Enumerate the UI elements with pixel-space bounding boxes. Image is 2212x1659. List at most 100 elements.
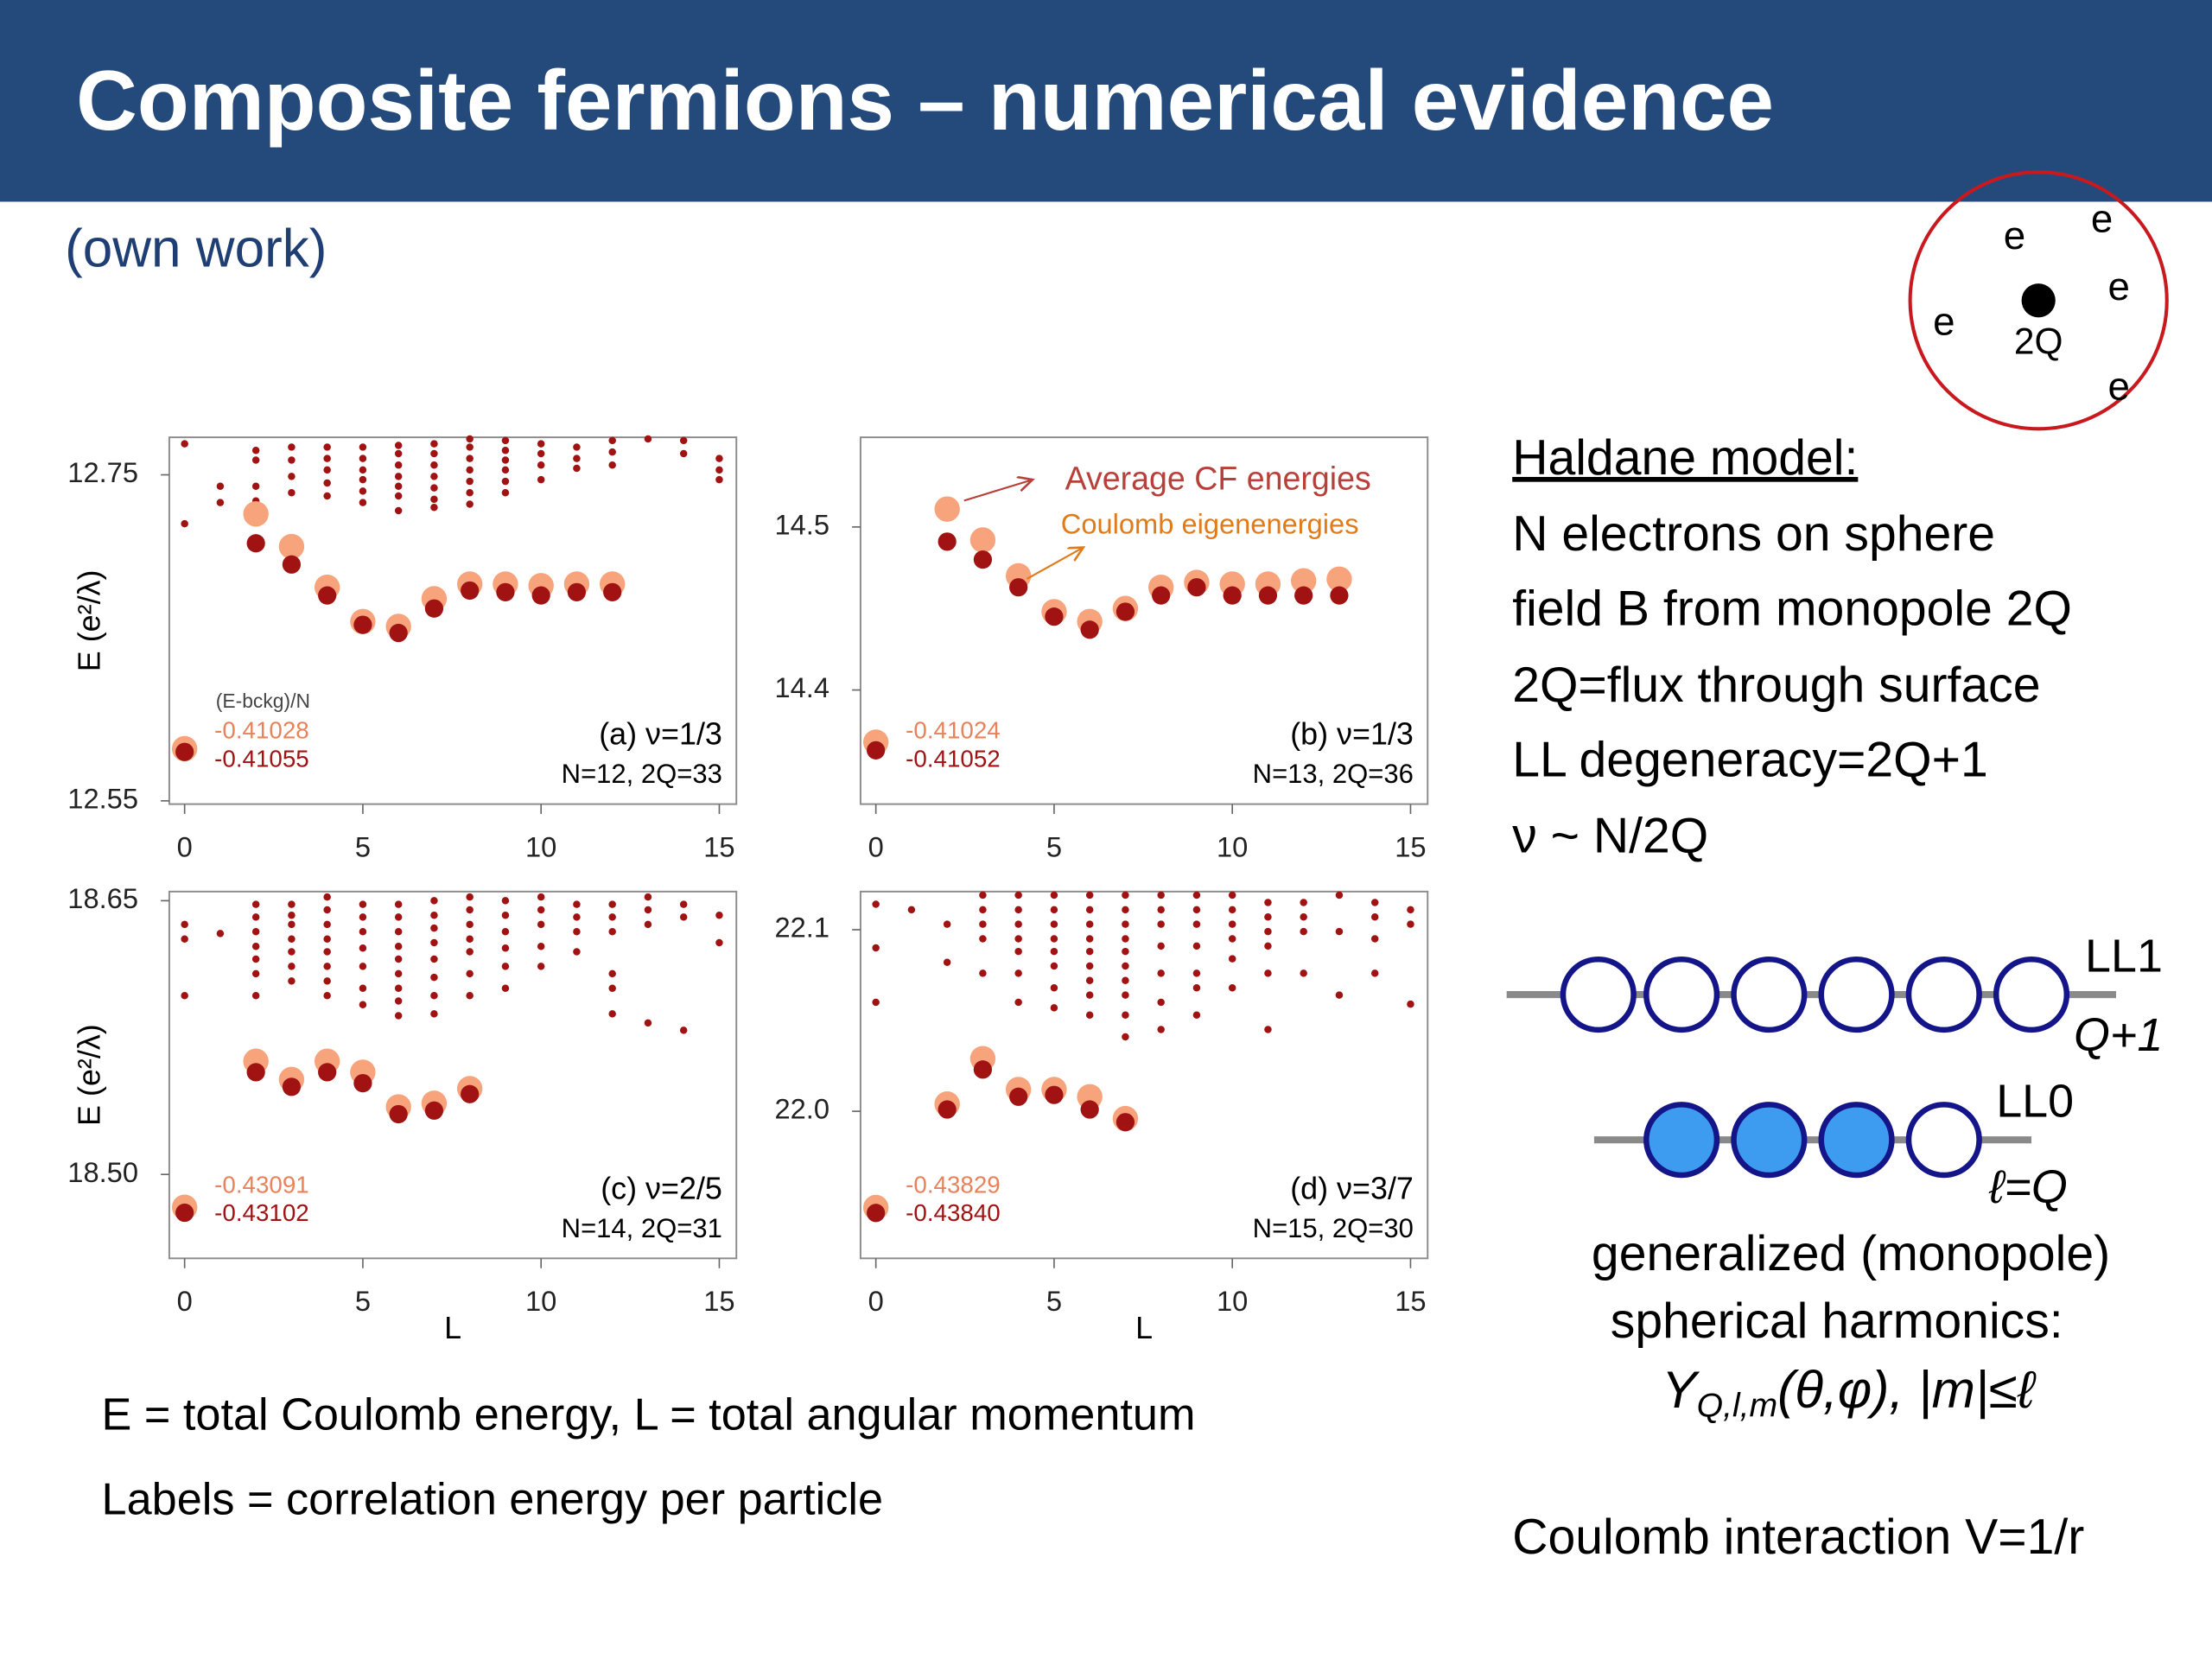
- data-point: [1122, 1011, 1129, 1019]
- subtitle: (own work): [65, 219, 327, 279]
- data-point: [282, 1077, 302, 1096]
- data-point: [1085, 991, 1094, 999]
- data-point: [389, 1104, 408, 1124]
- data-point: [430, 484, 438, 492]
- data-point: [608, 461, 616, 469]
- data-point: [979, 920, 987, 928]
- filled-orbital: [1731, 1102, 1808, 1179]
- data-point: [282, 555, 302, 574]
- data-point: [573, 900, 581, 908]
- data-point: [715, 475, 723, 484]
- data-point: [1228, 935, 1236, 943]
- data-point: [1290, 568, 1317, 594]
- data-point: [466, 477, 474, 486]
- data-point: [1122, 906, 1129, 914]
- data-point: [1157, 969, 1165, 977]
- x-tick-label: 15: [703, 830, 734, 862]
- data-point: [1335, 991, 1344, 999]
- panel-params: N=13, 2Q=36: [1253, 759, 1414, 789]
- data-point: [501, 446, 510, 454]
- data-point: [288, 489, 296, 497]
- orbital: [1731, 956, 1808, 1033]
- level-label: LL1: [2085, 930, 2163, 982]
- data-point: [608, 984, 616, 993]
- formula-symbol: Y: [1662, 1360, 1700, 1419]
- data-point: [430, 449, 438, 458]
- ll0-orbitals: [1643, 1102, 1982, 1179]
- data-point: [466, 435, 474, 443]
- data-point: [251, 446, 260, 454]
- data-point: [1192, 891, 1201, 899]
- y-tick-label: 12.75: [67, 456, 138, 488]
- data-point: [1264, 913, 1272, 921]
- data-point: [1228, 891, 1236, 899]
- data-point: [1157, 920, 1165, 928]
- data-point: [1050, 891, 1058, 899]
- data-point: [430, 955, 438, 963]
- data-point: [323, 920, 331, 929]
- data-point: [466, 893, 474, 901]
- data-point: [288, 963, 296, 970]
- level-count: ℓ=Q: [1988, 1161, 2068, 1213]
- haldane-line: field B from monopole 2Q: [1512, 582, 2072, 637]
- data-point: [394, 473, 403, 480]
- y-tick-label: 14.5: [774, 509, 830, 541]
- data-point: [573, 443, 581, 451]
- data-point: [1192, 969, 1201, 977]
- data-point: [359, 963, 367, 970]
- data-point: [537, 461, 545, 469]
- y-tick-label: 14.4: [774, 671, 830, 703]
- orbital: [1818, 956, 1895, 1033]
- data-point: [644, 1019, 652, 1027]
- data-point: [1300, 899, 1307, 906]
- data-point: [424, 599, 444, 618]
- data-point: [466, 489, 474, 497]
- data-point: [466, 920, 474, 929]
- data-point: [943, 920, 951, 928]
- data-point: [1085, 920, 1094, 928]
- x-tick-label: 5: [355, 830, 371, 862]
- data-point: [466, 991, 474, 1000]
- data-point: [608, 448, 616, 456]
- data-point: [1122, 991, 1129, 999]
- data-point: [394, 969, 403, 978]
- data-point: [1157, 1026, 1165, 1033]
- panel-params: N=14, 2Q=31: [562, 1213, 722, 1243]
- electron-label: e: [2004, 213, 2025, 257]
- data-point: [1085, 1011, 1094, 1019]
- haldane-line: N electrons on sphere: [1512, 506, 1995, 562]
- data-point: [1264, 927, 1272, 936]
- data-point: [1014, 920, 1022, 928]
- data-point: [537, 893, 545, 901]
- data-point: [323, 935, 331, 943]
- data-point: [323, 906, 331, 914]
- data-point: [323, 893, 331, 901]
- data-point: [323, 977, 331, 985]
- y-tick-label: 12.55: [67, 782, 138, 814]
- data-point: [867, 1204, 886, 1223]
- data-point: [288, 935, 296, 943]
- data-point: [573, 913, 581, 921]
- data-point: [1264, 942, 1272, 950]
- panel-params: N=15, 2Q=30: [1253, 1213, 1414, 1243]
- data-point: [501, 912, 510, 919]
- data-point: [644, 893, 652, 901]
- data-point: [1192, 906, 1201, 914]
- data-point: [318, 1063, 337, 1082]
- slide-title: Composite fermions – numerical evidence: [76, 53, 1774, 148]
- data-point: [1045, 607, 1064, 626]
- legend-arrow: [963, 480, 1033, 502]
- data-point: [973, 550, 993, 569]
- data-point: [867, 741, 886, 760]
- data-point: [608, 969, 616, 978]
- data-point: [537, 906, 545, 914]
- data-point: [938, 532, 957, 551]
- data-point: [1080, 620, 1099, 639]
- data-point: [1192, 1011, 1201, 1019]
- data-point: [394, 942, 403, 950]
- data-point: [359, 928, 367, 936]
- data-point: [1050, 1004, 1058, 1012]
- data-point: [715, 466, 723, 474]
- data-point: [979, 891, 987, 899]
- data-point: [1122, 891, 1129, 899]
